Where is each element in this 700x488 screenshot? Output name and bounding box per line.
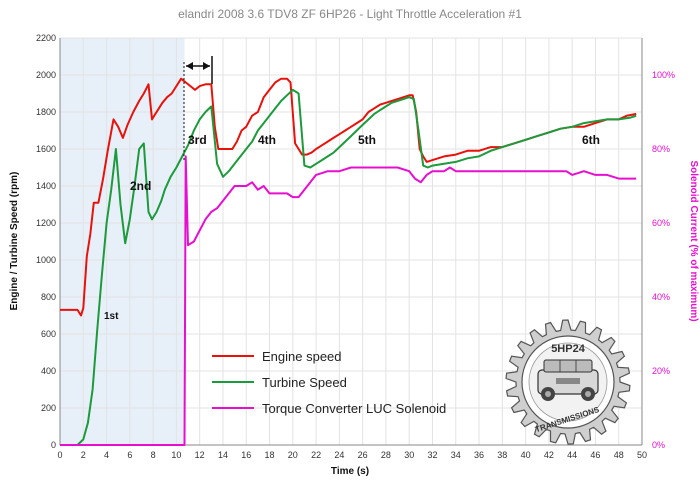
series-line-engine-speed bbox=[60, 77, 637, 317]
y2-tick-label: 40% bbox=[652, 292, 670, 302]
x-tick-label: 14 bbox=[218, 450, 228, 460]
y-tick-label: 400 bbox=[41, 366, 56, 376]
annotation-1st: 1st bbox=[104, 311, 119, 322]
x-tick-label: 28 bbox=[381, 450, 391, 460]
legend-item-turbine-speed: Turbine Speed bbox=[212, 375, 347, 390]
x-tick-label: 4 bbox=[104, 450, 109, 460]
series-line-turbine-speed bbox=[60, 88, 637, 446]
x-tick-labels: 0 2 4 6 8 10 12 14 16 18 20 22 24 26 28 30 32 34 36 38 40 42 4… bbox=[57, 450, 647, 460]
x-tick-label: 24 bbox=[334, 450, 344, 460]
annotation-4th: 4th bbox=[258, 133, 276, 147]
legend-item-torque-converter-luc-solenoid: Torque Converter LUC Solenoid bbox=[212, 401, 446, 416]
annotation-5th: 5th bbox=[358, 133, 376, 147]
legend-item-engine-speed: Engine speed bbox=[212, 349, 342, 364]
x-tick-label: 22 bbox=[311, 450, 321, 460]
y-tick-label: 0 bbox=[51, 440, 56, 450]
y2-tick-labels: 0% 20% 40% 60% 80% 100% bbox=[652, 70, 675, 450]
x-axis-title: Time (s) bbox=[331, 466, 369, 477]
x-tick-label: 20 bbox=[288, 450, 298, 460]
y-tick-label: 1200 bbox=[36, 218, 56, 228]
y2-tick-label: 80% bbox=[652, 144, 670, 154]
y-tick-label: 1800 bbox=[36, 107, 56, 117]
series-lines bbox=[60, 77, 637, 446]
y2-tick-label: 100% bbox=[652, 70, 675, 80]
y2-tick-label: 0% bbox=[652, 440, 665, 450]
x-tick-label: 34 bbox=[451, 450, 461, 460]
x-tick-label: 12 bbox=[195, 450, 205, 460]
y-tick-label: 2200 bbox=[36, 33, 56, 43]
x-tick-label: 38 bbox=[497, 450, 507, 460]
x-tick-label: 30 bbox=[404, 450, 414, 460]
annotation-6th: 6th bbox=[582, 133, 600, 147]
y-tick-label: 600 bbox=[41, 329, 56, 339]
legend: Engine speed Turbine Speed Torque Conver… bbox=[212, 349, 446, 416]
x-tick-label: 16 bbox=[241, 450, 251, 460]
5hp24-transmissions-logo: 5HP24 TRANSMISSIONS bbox=[505, 319, 631, 445]
y-tick-label: 800 bbox=[41, 292, 56, 302]
x-tick-label: 46 bbox=[590, 450, 600, 460]
y-tick-label: 1600 bbox=[36, 144, 56, 154]
x-tick-label: 26 bbox=[358, 450, 368, 460]
svg-text:Torque Converter LUC Solenoid: Torque Converter LUC Solenoid bbox=[262, 401, 446, 416]
annotation-3rd: 3rd bbox=[188, 133, 207, 147]
series-line-torque-converter-luc-solenoid bbox=[60, 155, 637, 446]
annotation-2nd: 2nd bbox=[130, 179, 151, 193]
shift-duration-marker bbox=[183, 56, 213, 160]
y-axis-title: Engine / Turbine Speed (rpm) bbox=[9, 172, 20, 311]
x-tick-label: 6 bbox=[127, 450, 132, 460]
x-tick-label: 44 bbox=[567, 450, 577, 460]
x-tick-label: 50 bbox=[637, 450, 647, 460]
y-tick-label: 200 bbox=[41, 403, 56, 413]
x-tick-label: 10 bbox=[171, 450, 181, 460]
x-tick-label: 18 bbox=[265, 450, 275, 460]
logo-top-text: 5HP24 bbox=[551, 343, 586, 355]
x-tick-label: 40 bbox=[521, 450, 531, 460]
y-tick-labels: 0 200 400 600 800 1000 1200 1400 1600 1800 2000 220… bbox=[36, 33, 56, 450]
chart-title: elandri 2008 3.6 TDV8 ZF 6HP26 - Light T… bbox=[178, 7, 522, 21]
vehicle-icon bbox=[537, 359, 599, 401]
x-tick-label: 2 bbox=[81, 450, 86, 460]
svg-text:Engine speed: Engine speed bbox=[262, 349, 342, 364]
x-tick-label: 8 bbox=[151, 450, 156, 460]
x-tick-label: 32 bbox=[427, 450, 437, 460]
y-tick-label: 1000 bbox=[36, 255, 56, 265]
y-tick-label: 1400 bbox=[36, 181, 56, 191]
y2-axis-title: Solenoid Current (% of maximum) bbox=[688, 160, 699, 321]
y-tick-label: 2000 bbox=[36, 70, 56, 80]
x-tick-label: 42 bbox=[544, 450, 554, 460]
x-tick-label: 36 bbox=[474, 450, 484, 460]
svg-text:Turbine Speed: Turbine Speed bbox=[262, 375, 347, 390]
y2-tick-label: 20% bbox=[652, 366, 670, 376]
x-tick-label: 0 bbox=[57, 450, 62, 460]
shaded-region bbox=[60, 38, 185, 445]
x-tick-label: 48 bbox=[614, 450, 624, 460]
y2-tick-label: 60% bbox=[652, 218, 670, 228]
